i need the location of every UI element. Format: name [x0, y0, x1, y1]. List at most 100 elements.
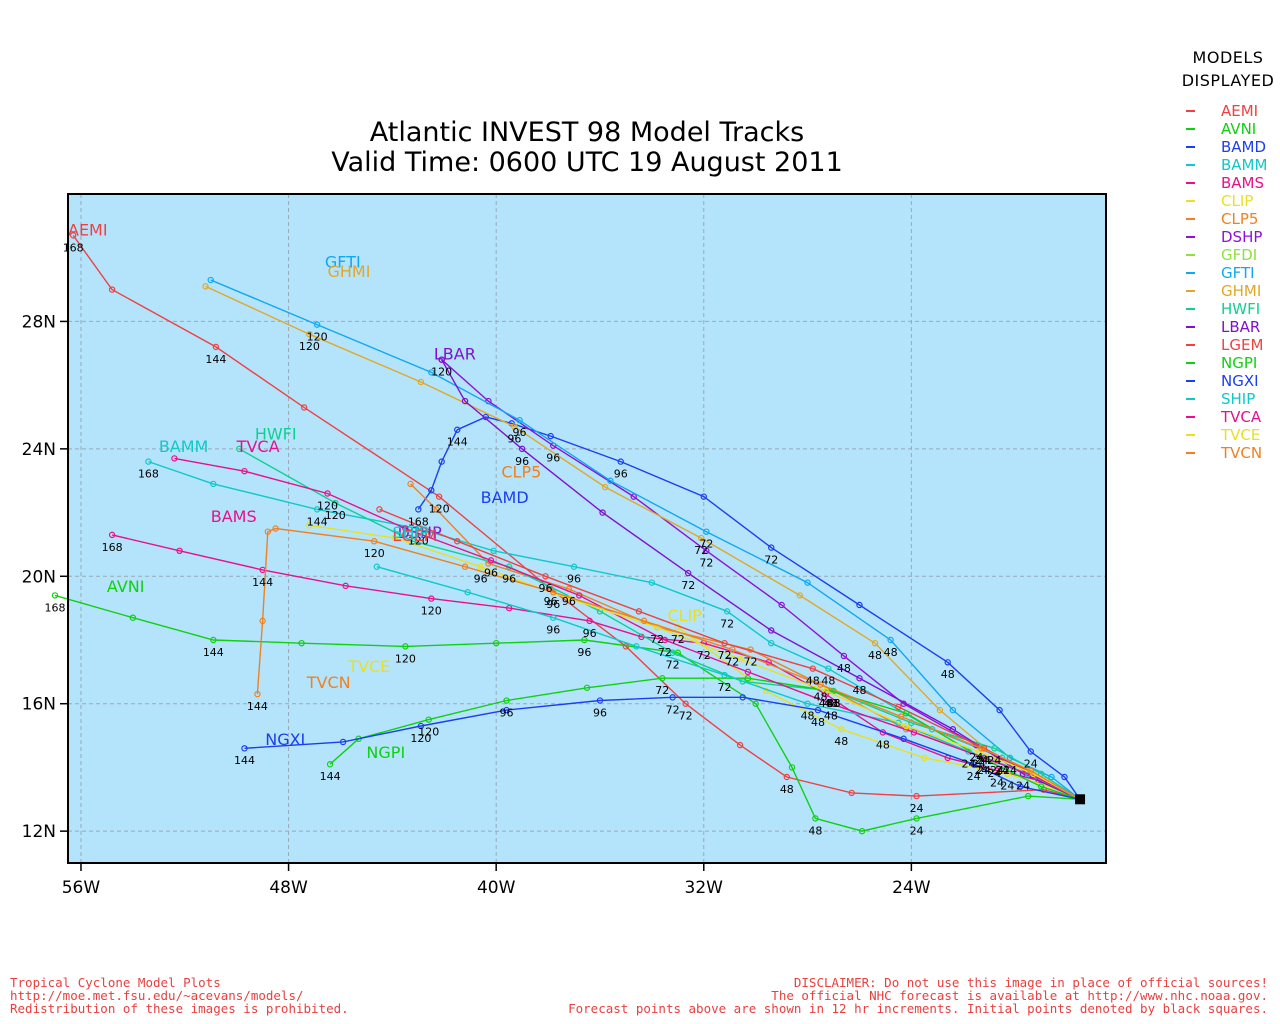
forecast-hour-label: 72 [725, 655, 739, 668]
track-point-lbar [856, 675, 863, 682]
legend-swatch [1186, 254, 1195, 256]
track-point-lbar [768, 627, 775, 634]
legend-label: BAMS [1221, 174, 1265, 192]
track-point-lbar [438, 356, 445, 363]
track-point-tvcn [729, 646, 736, 653]
legend-list: AEMI AVNI BAMD BAMM BAMS CLIP CLP5 DSHP GFDI GFTI… [1176, 102, 1280, 462]
footer-right: DISCLAIMER: Do not use this image in pla… [568, 976, 1268, 1015]
forecast-hour-label: 48 [801, 710, 815, 723]
legend-item-ngxi: NGXI [1176, 372, 1280, 390]
legend-swatch [1186, 326, 1195, 328]
track-point-lbar [518, 445, 526, 453]
footer-left-line-1: Tropical Cyclone Model Plots [10, 975, 221, 990]
legend-item-hwfi: HWFI [1176, 300, 1280, 318]
track-point-avni [298, 639, 305, 647]
legend-label: CLIP [1221, 192, 1254, 210]
legend-label: BAMD [1221, 138, 1267, 156]
track-point-bamd [547, 432, 554, 440]
forecast-hour-label: 144 [234, 754, 255, 767]
forecast-hour-label: 48 [834, 735, 848, 748]
footer-left-line-3: Redistribution of these images is prohib… [10, 1001, 349, 1016]
legend-item-lgem: LGEM [1176, 336, 1280, 354]
forecast-hour-label: 120 [364, 547, 385, 560]
forecast-hour-label: 72 [718, 649, 732, 662]
forecast-hour-label: 24 [987, 754, 1001, 767]
track-point-aemi [212, 343, 220, 351]
y-tick-label: 20N [22, 567, 56, 587]
track-point-dshp [630, 493, 637, 500]
track-point-bamd [454, 426, 461, 433]
track-point-lgem [809, 665, 816, 672]
forecast-hour-label: 96 [546, 624, 560, 637]
model-label-hwfi: HWFI [255, 424, 297, 443]
forecast-hour-label: 24 [1016, 780, 1030, 793]
legend-swatch [1186, 200, 1195, 202]
model-label-ship: SHIP [392, 523, 429, 542]
forecast-hour-label: 48 [827, 697, 841, 710]
track-point-bamd [428, 487, 435, 494]
legend-item-tvcn: TVCN [1176, 444, 1280, 462]
track-point-tvca [171, 455, 178, 462]
legend-item-aemi: AEMI [1176, 102, 1280, 120]
track-point-ghmi [306, 330, 313, 338]
track-point-ngpi [902, 710, 910, 717]
track-point-bamd [768, 544, 775, 551]
footer-left-line-2[interactable]: http://moe.met.fsu.edu/~acevans/models/ [10, 988, 304, 1003]
track-point-bamm [313, 506, 321, 513]
track-point-clp5 [407, 480, 414, 488]
forecast-hour-label: 72 [679, 710, 693, 723]
forecast-hour-label: 96 [546, 452, 560, 465]
track-point-ghmi [601, 483, 609, 491]
model-label-dshp: DSHP [398, 523, 443, 542]
track-point-bamd [415, 506, 422, 513]
legend-swatch [1186, 398, 1195, 400]
track-point-avni [913, 815, 920, 822]
track-point-bamm [825, 665, 832, 672]
model-label-gfti: GFTI [325, 252, 361, 271]
track-point-tvcn [550, 589, 557, 596]
models-legend: MODELS DISPLAYED AEMI AVNI BAMD BAMM BAMS CLI… [1176, 46, 1280, 462]
track-point-avni [788, 764, 796, 771]
legend-item-gfti: GFTI [1176, 264, 1280, 282]
forecast-hour-label: 24 [974, 754, 988, 767]
track-point-hwfi [332, 499, 339, 507]
forecast-hour-label: 48 [852, 684, 866, 697]
legend-swatch [1186, 380, 1195, 382]
legend-header-line-1: MODELS [1192, 48, 1264, 67]
forecast-hour-label: 168 [63, 241, 84, 254]
track-point-bams [428, 595, 435, 602]
track-point-avni [812, 815, 819, 822]
track-point-ngpi [425, 716, 432, 723]
track-point-bamd [700, 493, 707, 500]
forecast-hour-label: 96 [577, 646, 591, 659]
track-point-tvca [487, 557, 495, 564]
title-line-2: Valid Time: 0600 UTC 19 August 2011 [331, 147, 843, 178]
model-label-bams: BAMS [211, 507, 257, 526]
forecast-hour-label: 48 [806, 675, 820, 688]
y-tick-label: 28N [22, 312, 56, 332]
forecast-hour-label: 96 [515, 455, 529, 468]
track-point-ghmi [511, 423, 518, 430]
track-point-aemi [108, 286, 116, 293]
forecast-hour-label: 144 [307, 515, 328, 528]
track-point-ngxi [503, 706, 510, 714]
track-point-lgem [376, 506, 383, 513]
x-tick-label: 56W [62, 878, 101, 898]
track-point-ngxi [970, 761, 977, 768]
track-avni [54, 594, 1081, 832]
track-point-tvce [306, 522, 313, 529]
legend-item-avni: AVNI [1176, 120, 1280, 138]
track-point-gfti [607, 477, 614, 484]
forecast-hour-label: 48 [868, 649, 882, 662]
track-point-ship [550, 614, 557, 621]
legend-item-bamd: BAMD [1176, 138, 1280, 156]
legend-label: NGPI [1221, 354, 1258, 372]
track-point-bams [342, 582, 349, 590]
y-tick-label: 24N [22, 440, 56, 460]
legend-swatch [1186, 110, 1195, 112]
track-point-ngxi [900, 735, 907, 742]
track-point-ngxi [339, 738, 347, 746]
track-point-hwfi [236, 445, 243, 453]
forecast-hour-label: 72 [650, 633, 664, 646]
legend-label: DSHP [1221, 228, 1263, 246]
